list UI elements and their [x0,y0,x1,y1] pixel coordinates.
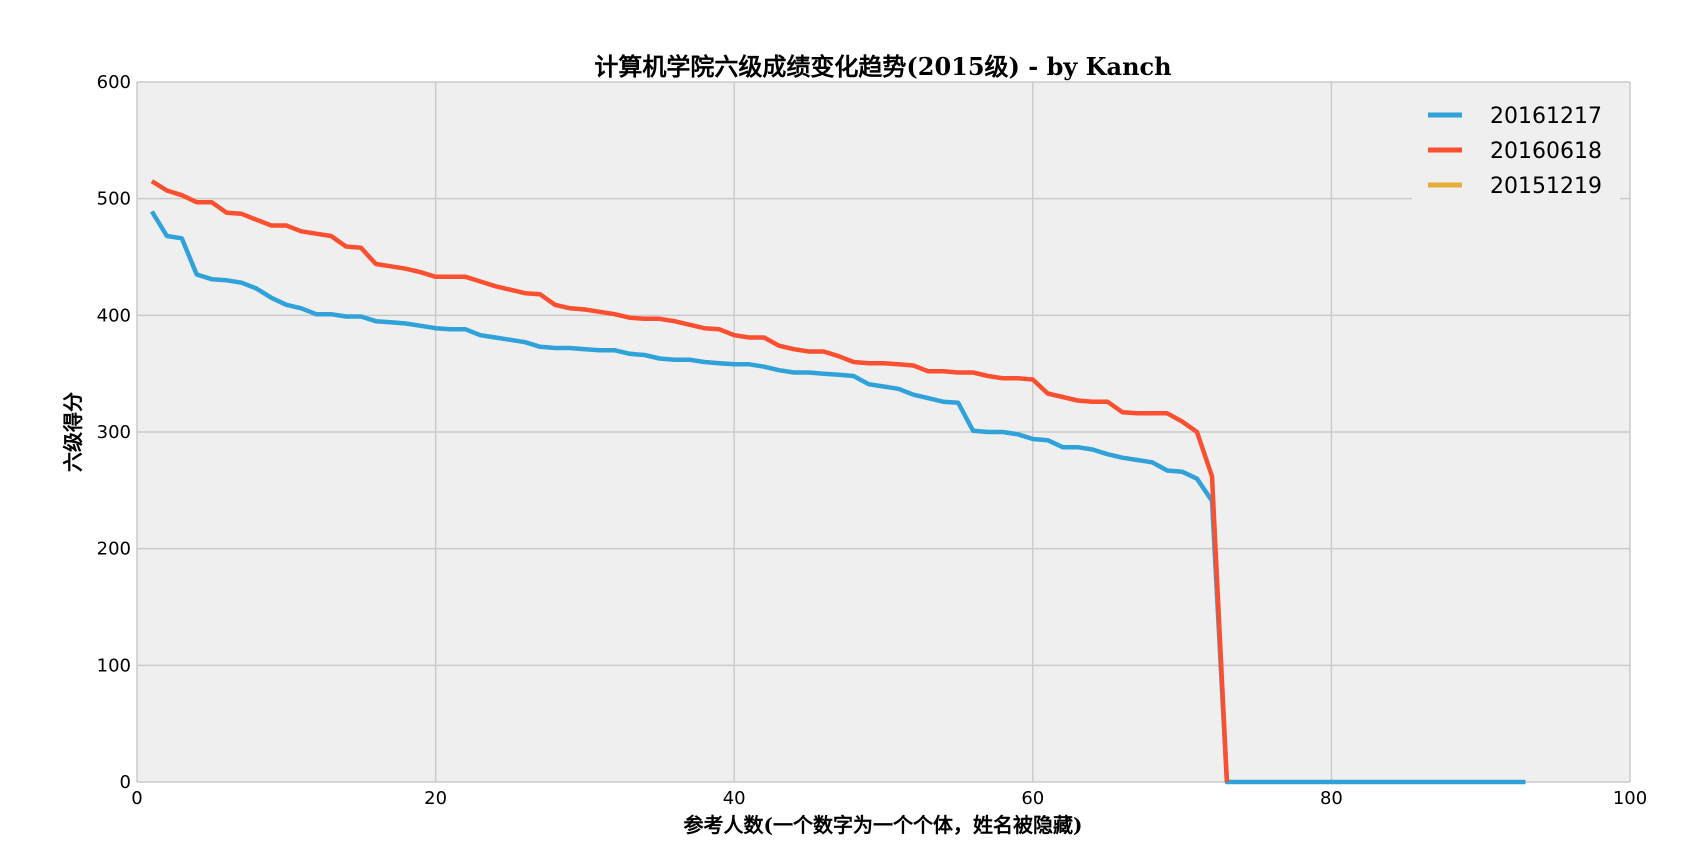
y-axis-label: 六级得分 [61,392,85,472]
series-line-20161217 [149,210,1526,785]
y-tick-label: 400 [97,305,131,326]
chart-title: 计算机学院六级成绩变化趋势(2015级) - by Kanch [594,52,1171,81]
x-tick-label: 100 [1613,788,1647,809]
series-lines [149,179,1526,785]
series-line-20160618 [150,179,1230,783]
x-tick-label: 20 [424,788,447,809]
x-tick-label: 80 [1320,788,1343,809]
legend-label: 20160618 [1490,139,1602,164]
x-tick-label: 0 [131,788,142,809]
legend-label: 20161217 [1490,104,1602,129]
y-tick-label: 300 [97,422,131,443]
x-tick-label: 40 [723,788,746,809]
x-tick-labels: 0 20 40 60 80 100 [131,788,1647,809]
y-tick-label: 200 [97,539,131,560]
x-tick-label: 60 [1021,788,1044,809]
legend: 20161217 20160618 20151219 [1412,96,1620,200]
y-tick-label: 600 [97,72,131,93]
y-tick-labels: 0 100 200 300 400 500 600 [97,72,131,793]
y-tick-label: 500 [97,189,131,210]
legend-label: 20151219 [1490,174,1602,199]
y-tick-label: 100 [97,655,131,676]
y-tick-label: 0 [120,772,131,793]
x-axis-label: 参考人数(一个数字为一个个体，姓名被隐藏) [684,813,1083,837]
